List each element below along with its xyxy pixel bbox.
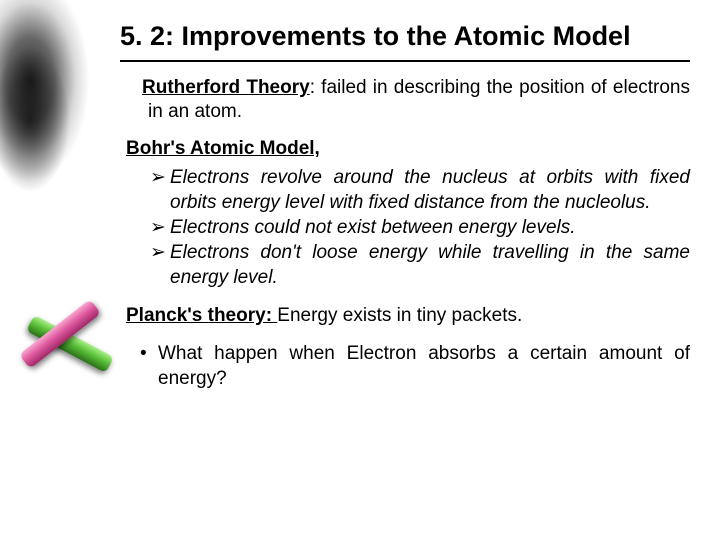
bohr-heading: Bohr's Atomic Model, (120, 138, 690, 160)
bohr-bullet-3: Electrons don't loose energy while trave… (150, 241, 690, 290)
slide-title: 5. 2: Improvements to the Atomic Model (120, 20, 690, 54)
slide-content: 5. 2: Improvements to the Atomic Model R… (120, 20, 690, 391)
planck-paragraph: Planck's theory: Energy exists in tiny p… (120, 304, 690, 328)
chalk-pink (19, 299, 101, 369)
bohr-bullet-list: Electrons revolve around the nucleus at … (120, 166, 690, 290)
smoke-effect-2 (0, 40, 120, 240)
question-item: What happen when Electron absorbs a cert… (140, 342, 690, 391)
title-underline (120, 60, 690, 62)
bohr-bullet-2: Electrons could not exist between energy… (150, 216, 690, 240)
rutherford-label: Rutherford Theory (142, 77, 310, 98)
planck-text: Energy exists in tiny packets. (277, 305, 522, 326)
planck-label: Planck's theory: (126, 305, 277, 326)
bohr-bullet-1: Electrons revolve around the nucleus at … (150, 166, 690, 215)
question-list: What happen when Electron absorbs a cert… (120, 342, 690, 391)
rutherford-paragraph: Rutherford Theory: failed in describing … (120, 76, 690, 125)
chalk-green (26, 315, 114, 373)
chalk-graphic (10, 280, 130, 400)
